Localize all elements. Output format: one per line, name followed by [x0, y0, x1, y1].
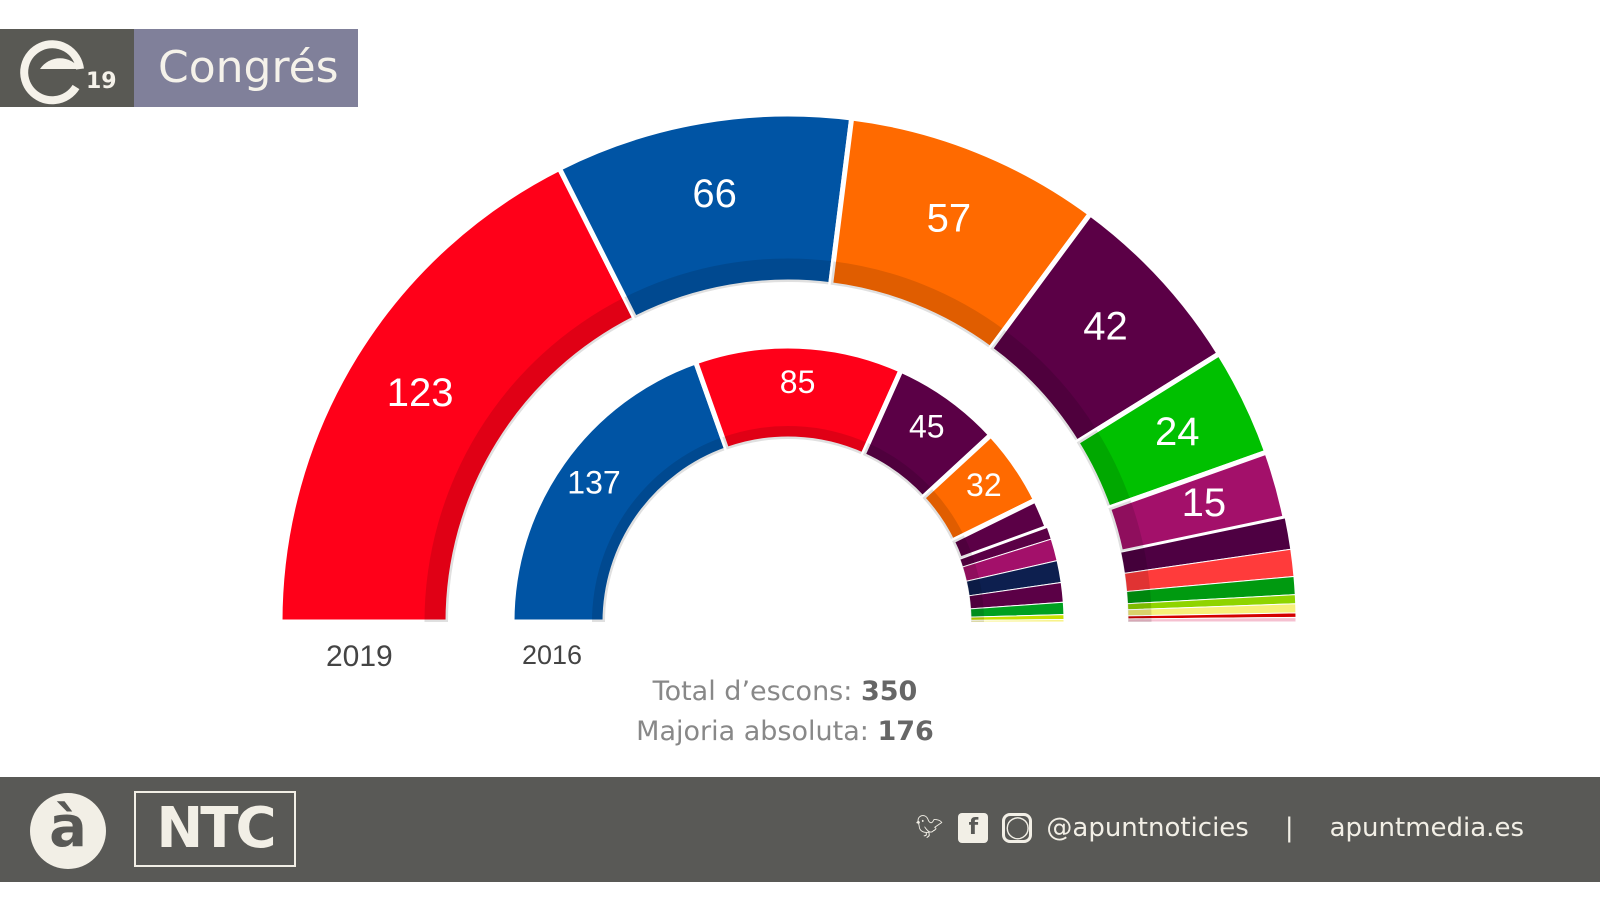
- total-value: 350: [860, 676, 918, 707]
- e-logo-icon: [20, 40, 84, 105]
- social-handle[interactable]: @apuntnoticies: [1046, 813, 1249, 843]
- data-label-2019-3: 42: [1083, 305, 1128, 349]
- segment-shade-2016-2: [862, 443, 933, 498]
- seat-segment-2016-0: [509, 358, 730, 625]
- footer: à NTC 🐦︎ f ◯ @apuntnoticies | apuntmedia…: [0, 777, 1600, 882]
- social-links: 🐦︎ f ◯ @apuntnoticies | apuntmedia.es: [914, 813, 1524, 843]
- totals: Total d’escons: 350 Majoria absoluta: 17…: [0, 672, 1570, 752]
- seat-segment-2016-11: [970, 619, 1065, 623]
- twitter-icon[interactable]: 🐦︎: [915, 815, 944, 840]
- segment-shade-2019-11: [1127, 615, 1152, 619]
- instagram-icon[interactable]: ◯: [1002, 813, 1033, 843]
- segment-shade-2016-0: [591, 437, 727, 622]
- data-label-2016-3: 32: [966, 467, 1002, 503]
- segment-shade-2019-6: [1120, 547, 1148, 574]
- data-label-2016-0: 137: [567, 464, 620, 500]
- segment-shade-2016-4: [952, 535, 973, 560]
- segment-shade-2019-8: [1126, 589, 1151, 604]
- header: 19 Congrés: [0, 29, 358, 107]
- segment-shade-2019-1: [624, 258, 834, 319]
- facebook-icon[interactable]: f: [958, 813, 989, 843]
- segment-shade-2016-10: [970, 616, 985, 621]
- segment-shade-2019-9: [1127, 602, 1152, 610]
- logo-number: 19: [86, 69, 117, 94]
- segment-shade-2019-12: [1127, 618, 1152, 622]
- elections-19-logo: 19: [0, 29, 134, 107]
- hemicycle-chart: 123 66 57 42 24 15 137 85 45 32: [277, 114, 1297, 625]
- data-label-2019-0: 123: [387, 371, 454, 415]
- total-label: Total d’escons:: [652, 676, 853, 707]
- segment-shade-2016-7: [966, 578, 983, 596]
- apunt-logo: à: [30, 793, 106, 869]
- segment-shade-2016-6: [962, 563, 980, 582]
- segment-shade-2016-11: [970, 620, 985, 622]
- segment-shade-2019-3: [990, 329, 1097, 443]
- website-link[interactable]: apuntmedia.es: [1329, 813, 1524, 843]
- data-label-2016-1: 85: [780, 364, 816, 400]
- ntc-logo: NTC: [134, 791, 296, 867]
- data-label-2016-2: 45: [909, 409, 945, 445]
- segment-shade-2019-4: [1076, 429, 1131, 509]
- seat-segment-2019-0: [277, 164, 639, 625]
- separator: |: [1284, 813, 1294, 843]
- page-title: Congrés: [134, 29, 358, 107]
- majority-label: Majoria absoluta:: [636, 716, 869, 747]
- segment-shade-2016-3: [922, 489, 964, 542]
- segment-shade-2016-1: [722, 425, 869, 456]
- segment-shade-2016-9: [970, 607, 984, 618]
- segment-shade-2019-0: [424, 297, 636, 622]
- seat-segment-2019-12: [1127, 616, 1297, 623]
- data-label-2019-4: 24: [1155, 410, 1200, 454]
- data-label-2019-5: 15: [1182, 481, 1227, 525]
- segment-shade-2016-8: [969, 593, 984, 609]
- segment-shade-2019-10: [1127, 608, 1152, 616]
- data-label-2019-2: 57: [927, 197, 972, 241]
- majority-value: 176: [877, 716, 934, 747]
- data-label-2019-1: 66: [692, 172, 737, 216]
- segment-shade-2019-2: [830, 261, 1005, 349]
- label-2016: 2016: [522, 640, 583, 670]
- segment-shade-2019-5: [1108, 500, 1144, 553]
- segment-shade-2019-7: [1124, 569, 1151, 592]
- label-2019: 2019: [326, 640, 393, 673]
